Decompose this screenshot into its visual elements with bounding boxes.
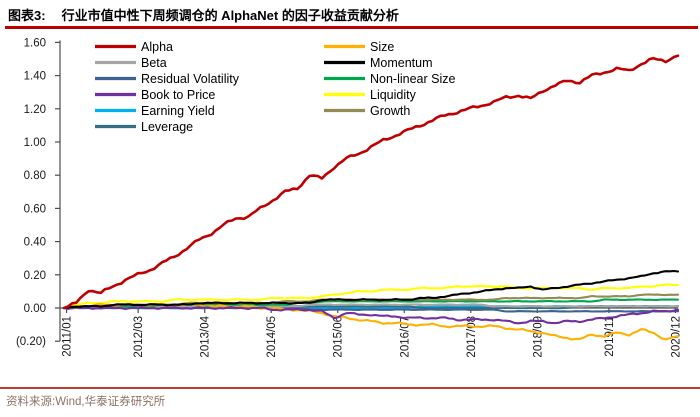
source-text: 资料来源:Wind,华泰证券研究所 [6,396,166,408]
series-line-liquidity [62,283,680,310]
title-rule-divider [5,26,698,29]
x-tick-label: 2011/01 [62,316,74,357]
legend-item-momentum: Momentum [324,56,433,70]
legend-item-non-linear-size: Non-linear Size [324,72,456,86]
legend-label-alpha: Alpha [141,40,173,54]
x-tick-label: 2016/07 [399,316,411,358]
legend-label-size: Size [370,40,394,54]
legend-label-book-to-price: Book to Price [141,88,215,102]
figure-title: 行业市值中性下周频调仓的 AlphaNet 的因子收益贡献分析 [61,8,399,23]
legend-item-growth: Growth [324,104,410,118]
legend-label-earning-yield: Earning Yield [141,104,215,118]
y-tick-label: 0.40 [24,237,46,249]
y-tick-label: 1.60 [24,37,46,49]
y-tick-label: 1.40 [24,71,46,83]
x-tick-label: 2018/09 [532,316,544,358]
legend-label-non-linear-size: Non-linear Size [370,72,456,86]
y-tick-label: 0.60 [24,203,46,215]
y-tick-label: (0.20) [16,336,46,348]
legend-label-momentum: Momentum [370,56,433,70]
source-rule-divider [0,387,700,389]
chart-area: 1.60 1.40 1.20 1.00 0.80 0.60 0.40 0.20 0.00 (0.2… [0,28,700,384]
x-tick-label: 2015/06 [333,316,345,358]
legend-item-liquidity: Liquidity [324,88,417,102]
y-tick-label: 0.80 [24,170,46,182]
figure-title-row: 图表3: 行业市值中性下周频调仓的 AlphaNet 的因子收益贡献分析 [8,5,698,25]
y-tick-label: 0.00 [24,303,46,315]
figure-label: 图表3: [8,8,46,23]
legend-label-beta: Beta [141,56,167,70]
y-tick-label: 0.20 [24,270,46,282]
x-tick-label: 2019/11 [604,316,616,357]
series-line-beta [62,303,680,310]
legend-item-size: Size [324,40,394,54]
legend-item-earning-yield: Earning Yield [95,104,215,118]
series-line-momentum [62,269,680,310]
legend-item-beta: Beta [95,56,167,70]
x-tick-label: 2014/05 [266,316,278,358]
legend-label-growth: Growth [370,104,410,118]
y-tick-label: 1.20 [24,104,46,116]
x-tick-label: 2017/08 [466,316,478,358]
legend-label-leverage: Leverage [141,120,193,134]
legend-item-residual-volatility: Residual Volatility [95,72,240,86]
legend-label-liquidity: Liquidity [370,88,417,102]
legend-label-residual-volatility: Residual Volatility [141,72,240,86]
legend-item-alpha: Alpha [95,40,173,54]
chart-canvas: 1.60 1.40 1.20 1.00 0.80 0.60 0.40 0.20 0.00 (0.2… [16,37,682,358]
y-tick-label: 1.00 [24,137,46,149]
x-tick-label: 2013/04 [200,315,212,357]
legend-item-leverage: Leverage [95,120,193,134]
series-line-alpha [62,54,680,310]
series-line-book-to-price [62,305,680,325]
legend-item-book-to-price: Book to Price [95,88,215,102]
x-tick-label: 2012/03 [133,316,145,358]
